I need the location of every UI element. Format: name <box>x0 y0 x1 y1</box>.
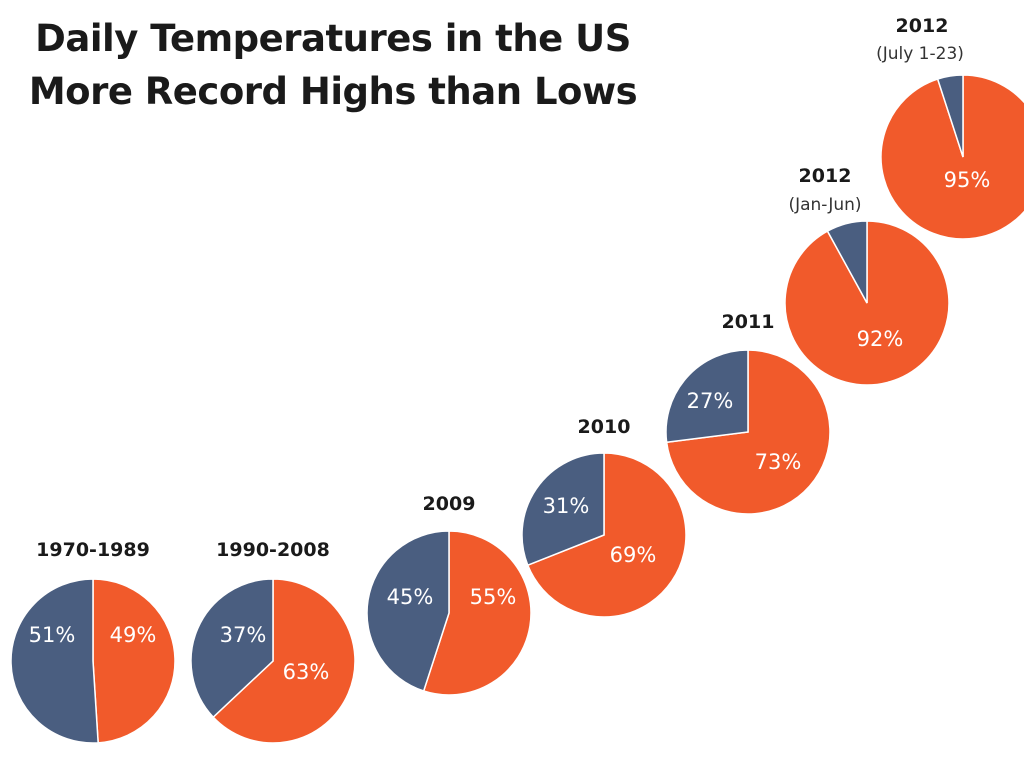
chart-title: Daily Temperatures in the US More Record… <box>0 12 666 118</box>
title-line-1: Daily Temperatures in the US <box>35 17 631 60</box>
slice-record-highs <box>422 530 532 696</box>
slice-record-highs <box>92 578 176 744</box>
highs-percent-label: 73% <box>755 450 802 474</box>
lows-percent-label: 37% <box>220 623 267 647</box>
slice-record-lows <box>366 530 450 692</box>
pie-7: 2012 (July 1-23) 95% <box>876 15 1024 240</box>
slice-record-lows <box>826 220 868 304</box>
pie-sublabel: (Jan-Jun) <box>788 195 861 215</box>
pie-2: 1990-2008 37% 63% <box>190 539 356 744</box>
highs-percent-label: 69% <box>610 543 657 567</box>
highs-percent-label: 55% <box>470 585 517 609</box>
lows-percent-label: 51% <box>29 623 76 647</box>
slice-record-lows <box>665 349 749 444</box>
pie-5: 2011 27% 73% <box>665 311 831 515</box>
pie-label: 2009 <box>423 493 476 515</box>
highs-percent-label: 92% <box>857 327 904 351</box>
slice-record-lows <box>936 74 964 158</box>
pie-4: 2010 31% 69% <box>521 416 687 618</box>
slice-record-lows <box>10 578 99 744</box>
highs-percent-label: 95% <box>944 168 991 192</box>
pie-label: 2010 <box>578 416 631 438</box>
lows-percent-label: 45% <box>387 585 434 609</box>
highs-percent-label: 49% <box>110 623 157 647</box>
highs-percent-label: 63% <box>283 660 330 684</box>
pie-label: 1990-2008 <box>216 539 330 561</box>
lows-percent-label: 27% <box>687 389 734 413</box>
slice-record-highs <box>880 74 1024 240</box>
slice-record-highs <box>526 452 687 618</box>
pie-label: 1970-1989 <box>36 539 150 561</box>
title-line-2: More Record Highs than Lows <box>28 70 638 113</box>
slice-record-highs <box>212 578 356 744</box>
pie-label: 2011 <box>722 311 775 333</box>
slice-record-lows <box>190 578 274 719</box>
pie-6: 2012 (Jan-Jun) 92% <box>784 165 950 386</box>
slice-record-lows <box>521 452 605 567</box>
lows-percent-label: 31% <box>543 494 590 518</box>
pie-1: 1970-1989 51% 49% <box>10 539 176 744</box>
pie-label: 2012 <box>799 165 852 187</box>
pie-sublabel: (July 1-23) <box>876 44 964 64</box>
pie-3: 2009 45% 55% <box>366 493 532 696</box>
pie-label: 2012 <box>896 15 949 37</box>
